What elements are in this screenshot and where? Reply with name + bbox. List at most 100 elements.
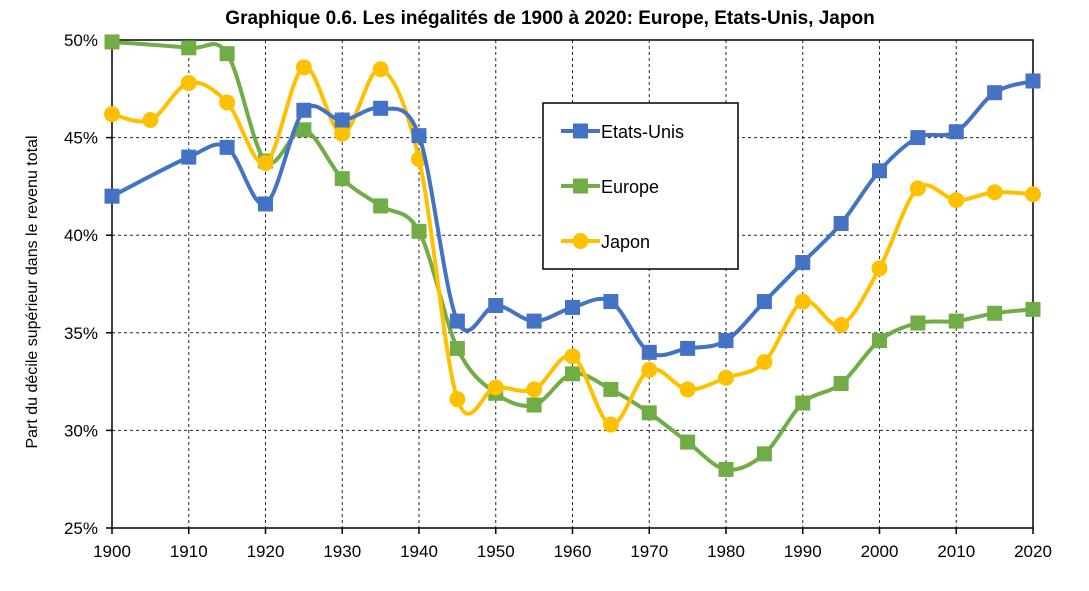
data-point-japon (372, 61, 389, 78)
data-point-europe (1025, 301, 1041, 317)
data-point-japon (909, 180, 926, 197)
data-point-japon (641, 361, 658, 378)
data-point-japon (180, 74, 197, 91)
data-point-etats-unis (411, 128, 427, 144)
legend-item-europe: Europe (561, 177, 659, 197)
y-tick-label: 40% (64, 226, 98, 245)
data-point-europe (756, 446, 772, 462)
data-point-japon (986, 184, 1003, 201)
x-tick-label: 1940 (400, 542, 438, 561)
data-point-etats-unis (258, 196, 273, 212)
series-japon (104, 59, 1041, 433)
y-tick-label: 35% (64, 324, 98, 343)
x-tick-label: 1970 (630, 542, 668, 561)
x-tick-label: 1930 (323, 542, 361, 561)
data-point-etats-unis (104, 188, 120, 204)
data-point-japon (295, 59, 312, 76)
data-point-europe (833, 376, 849, 392)
x-tick-label: 1900 (93, 542, 131, 561)
data-point-etats-unis (373, 100, 389, 116)
legend-label-japon: Japon (601, 232, 650, 252)
data-point-europe (104, 34, 120, 50)
data-point-europe (910, 315, 926, 331)
data-point-etats-unis (718, 333, 734, 349)
legend-item-japon: Japon (561, 232, 650, 252)
data-point-etats-unis (1025, 73, 1041, 89)
data-point-etats-unis (987, 85, 1003, 101)
data-point-japon (564, 348, 581, 365)
data-point-europe (718, 461, 734, 477)
legend-marker-europe (573, 178, 588, 194)
legend-marker-etats-unis (573, 123, 588, 139)
axis-ticks: 1900 1910 1920 1930 1940 1950 1960 1970 1980 1990… (64, 31, 1052, 561)
series-line-japon (111, 65, 1034, 427)
series-etats-unis (104, 73, 1041, 360)
data-point-etats-unis (334, 112, 350, 128)
data-point-europe (872, 333, 887, 349)
y-tick-label: 25% (64, 519, 98, 538)
x-tick-label: 1950 (477, 542, 515, 561)
data-point-europe (680, 434, 696, 450)
legend-label-etats-unis: Etats-Unis (601, 122, 684, 142)
data-point-japon (948, 192, 965, 209)
data-point-japon (794, 293, 811, 310)
data-point-europe (948, 313, 964, 329)
data-point-etats-unis (910, 130, 926, 146)
data-point-japon (449, 391, 466, 408)
data-point-etats-unis (833, 215, 849, 231)
data-point-japon (833, 316, 850, 333)
data-point-etats-unis (756, 294, 772, 310)
data-point-etats-unis (449, 313, 465, 329)
y-axis-label: Part du décile supérieur dans le revenu … (24, 135, 41, 448)
data-point-japon (756, 354, 773, 371)
data-point-etats-unis (296, 102, 312, 118)
legend-entries: Etats-Unis Europe Japon (561, 122, 684, 252)
y-tick-label: 45% (64, 129, 98, 148)
x-tick-label: 1990 (784, 542, 822, 561)
data-point-japon (602, 416, 619, 433)
y-tick-label: 50% (64, 31, 98, 50)
chart-title: Graphique 0.6. Les inégalités de 1900 à … (225, 8, 874, 29)
data-point-europe (565, 366, 580, 382)
data-point-europe (181, 40, 197, 56)
data-point-europe (334, 171, 350, 187)
data-point-japon (487, 379, 504, 396)
data-point-europe (603, 381, 619, 397)
data-point-europe (373, 198, 389, 214)
x-tick-label: 1960 (554, 542, 592, 561)
data-point-etats-unis (565, 299, 580, 315)
data-point-etats-unis (641, 344, 657, 360)
x-tick-label: 2000 (861, 542, 899, 561)
data-point-europe (219, 46, 235, 62)
legend-item-etats-unis: Etats-Unis (561, 122, 684, 142)
series-group (104, 34, 1041, 477)
data-point-japon (718, 369, 734, 386)
data-point-europe (641, 405, 657, 421)
legend: Etats-Unis Europe Japon (542, 102, 739, 270)
data-point-etats-unis (488, 297, 504, 313)
data-point-japon (142, 112, 159, 129)
data-point-etats-unis (181, 149, 197, 165)
data-point-europe (987, 305, 1003, 321)
data-point-japon (679, 381, 696, 398)
data-point-japon (219, 94, 236, 111)
data-point-etats-unis (526, 313, 542, 329)
data-point-japon (257, 154, 274, 171)
x-tick-label: 1980 (707, 542, 745, 561)
data-point-etats-unis (795, 255, 811, 271)
data-point-etats-unis (219, 139, 235, 155)
data-point-etats-unis (948, 124, 964, 140)
legend-label-europe: Europe (601, 177, 659, 197)
data-point-japon (871, 260, 888, 277)
legend-marker-japon (572, 233, 589, 249)
data-point-etats-unis (872, 163, 887, 179)
data-point-europe (526, 397, 542, 413)
x-tick-label: 1920 (247, 542, 285, 561)
data-point-etats-unis (680, 340, 696, 356)
x-tick-label: 1910 (170, 542, 208, 561)
data-point-europe (449, 340, 465, 356)
y-tick-label: 30% (64, 421, 98, 440)
x-tick-label: 2020 (1014, 542, 1052, 561)
